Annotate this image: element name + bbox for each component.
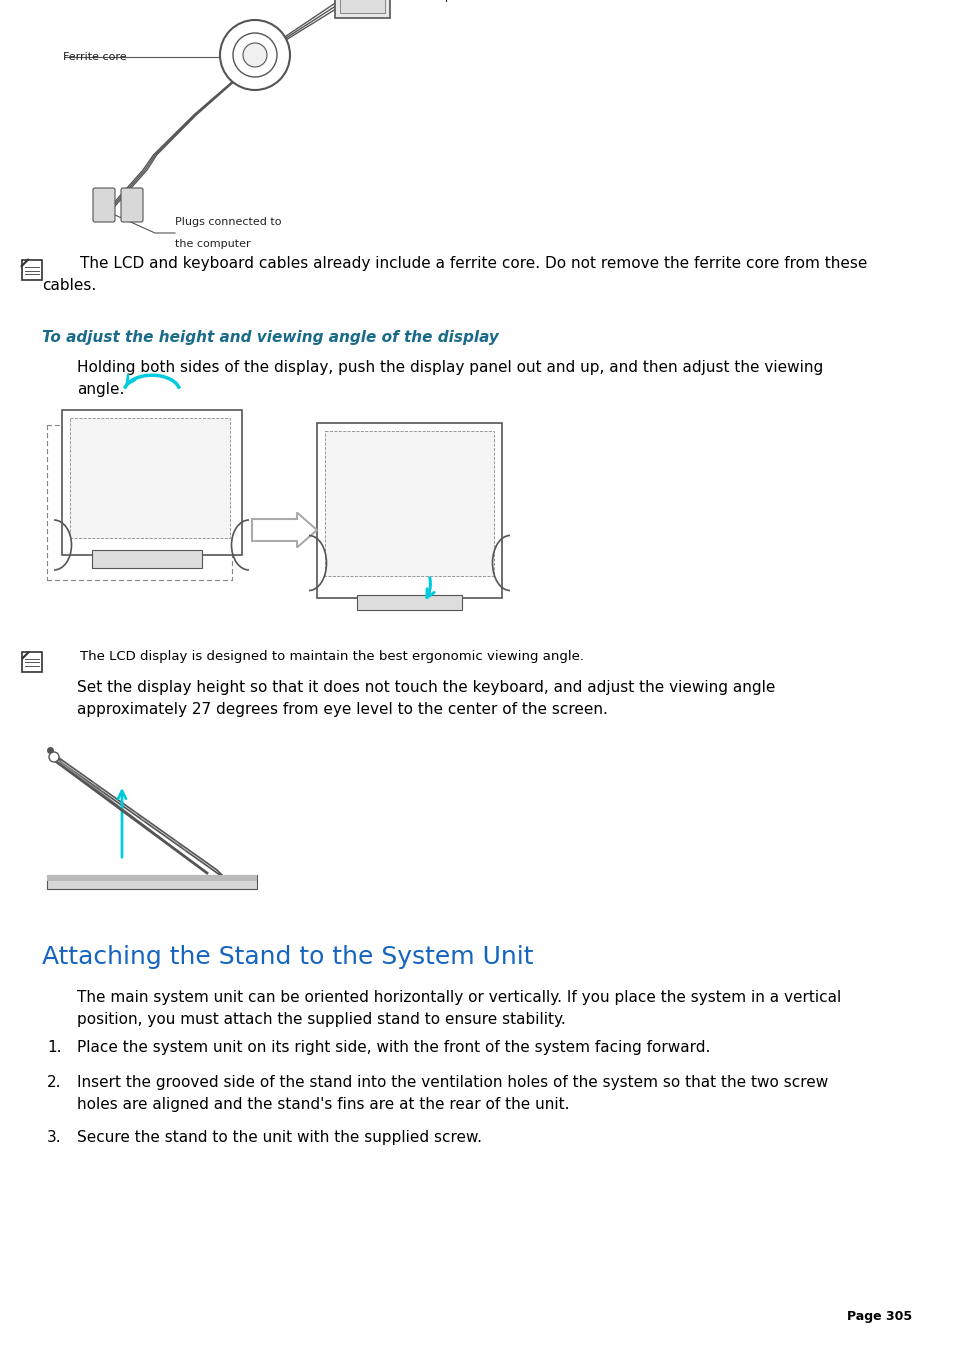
Text: 1.: 1. bbox=[47, 1040, 61, 1055]
Text: Secure the stand to the unit with the supplied screw.: Secure the stand to the unit with the su… bbox=[77, 1129, 481, 1146]
Circle shape bbox=[243, 43, 267, 68]
Bar bbox=[47, 875, 256, 889]
Text: headphone cables: headphone cables bbox=[416, 0, 518, 1]
Text: holes are aligned and the stand's fins are at the rear of the unit.: holes are aligned and the stand's fins a… bbox=[77, 1097, 569, 1112]
Bar bbox=[356, 594, 461, 611]
FancyBboxPatch shape bbox=[121, 188, 143, 222]
Text: The LCD display is designed to maintain the best ergonomic viewing angle.: The LCD display is designed to maintain … bbox=[80, 650, 583, 663]
Bar bbox=[47, 875, 256, 881]
Bar bbox=[339, 0, 385, 14]
Text: approximately 27 degrees from eye level to the center of the screen.: approximately 27 degrees from eye level … bbox=[77, 703, 607, 717]
Text: Place the system unit on its right side, with the front of the system facing for: Place the system unit on its right side,… bbox=[77, 1040, 710, 1055]
Circle shape bbox=[49, 753, 59, 762]
Polygon shape bbox=[52, 753, 227, 880]
Bar bbox=[325, 431, 494, 576]
Circle shape bbox=[220, 20, 290, 91]
FancyArrow shape bbox=[252, 512, 316, 547]
Text: 2.: 2. bbox=[47, 1075, 61, 1090]
Text: To adjust the height and viewing angle of the display: To adjust the height and viewing angle o… bbox=[42, 330, 498, 345]
Text: Set the display height so that it does not touch the keyboard, and adjust the vi: Set the display height so that it does n… bbox=[77, 680, 775, 694]
Text: Holding both sides of the display, push the display panel out and up, and then a: Holding both sides of the display, push … bbox=[77, 359, 822, 376]
Circle shape bbox=[233, 32, 276, 77]
Bar bbox=[316, 423, 501, 598]
Bar bbox=[62, 409, 242, 555]
Bar bbox=[91, 550, 202, 567]
Text: The main system unit can be oriented horizontally or vertically. If you place th: The main system unit can be oriented hor… bbox=[77, 990, 841, 1005]
Bar bbox=[22, 653, 42, 671]
FancyBboxPatch shape bbox=[92, 188, 115, 222]
Text: Attaching the Stand to the System Unit: Attaching the Stand to the System Unit bbox=[42, 944, 533, 969]
Bar bbox=[55, 15, 435, 245]
Text: Ferrite core: Ferrite core bbox=[63, 51, 127, 62]
Bar bbox=[70, 417, 230, 538]
Text: the computer: the computer bbox=[174, 239, 251, 249]
Bar bbox=[335, 0, 390, 18]
Text: angle.: angle. bbox=[77, 382, 124, 397]
Text: Insert the grooved side of the stand into the ventilation holes of the system so: Insert the grooved side of the stand int… bbox=[77, 1075, 827, 1090]
Text: 3.: 3. bbox=[47, 1129, 62, 1146]
Text: Plugs connected to: Plugs connected to bbox=[174, 218, 281, 227]
Text: Page 305: Page 305 bbox=[846, 1310, 911, 1323]
Bar bbox=[22, 259, 42, 281]
Text: position, you must attach the supplied stand to ensure stability.: position, you must attach the supplied s… bbox=[77, 1012, 565, 1027]
Text: The LCD and keyboard cables already include a ferrite core. Do not remove the fe: The LCD and keyboard cables already incl… bbox=[80, 255, 866, 272]
Text: cables.: cables. bbox=[42, 278, 96, 293]
